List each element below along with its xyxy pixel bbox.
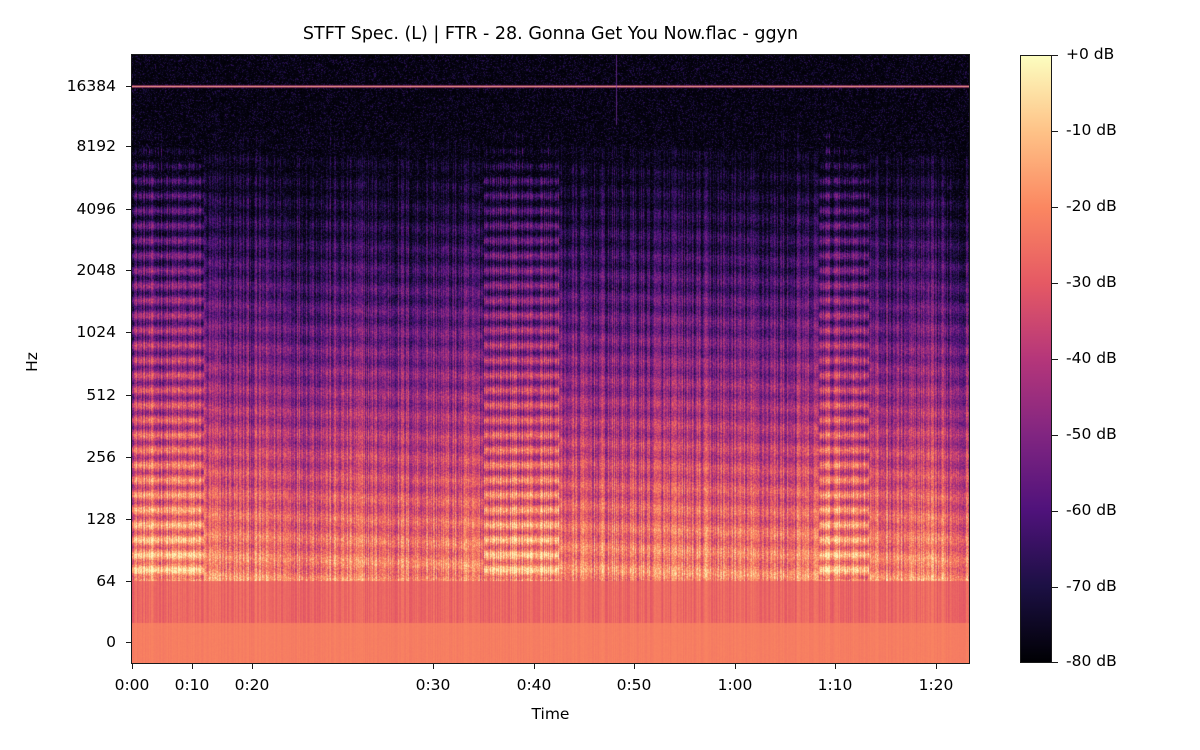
colorbar-tick-label: -10 dB	[1066, 121, 1117, 139]
colorbar-tick-label: -20 dB	[1066, 197, 1117, 215]
x-tick-label: 1:10	[817, 676, 853, 694]
x-tick-mark	[252, 663, 253, 669]
x-tick-label: 0:10	[174, 676, 210, 694]
colorbar-tick-label: -80 dB	[1066, 652, 1117, 670]
y-tick-label: 16384	[66, 77, 116, 95]
colorbar-tick-label: -70 dB	[1066, 577, 1117, 595]
colorbar	[1020, 55, 1052, 663]
y-tick-mark	[126, 270, 132, 271]
colorbar-tick-label: -40 dB	[1066, 349, 1117, 367]
x-tick-label: 0:20	[234, 676, 270, 694]
colorbar-tick-label: +0 dB	[1066, 45, 1115, 63]
y-tick-label: 0	[106, 633, 116, 651]
y-tick-mark	[126, 519, 132, 520]
colorbar-tick-mark	[1052, 587, 1058, 588]
x-tick-label: 0:40	[516, 676, 552, 694]
spectrogram-plot-area	[132, 55, 969, 663]
x-tick-mark	[192, 663, 193, 669]
y-axis-label: Hz	[22, 352, 41, 372]
y-tick-mark	[126, 395, 132, 396]
colorbar-tick-mark	[1052, 131, 1058, 132]
y-tick-mark	[126, 86, 132, 87]
x-tick-mark	[534, 663, 535, 669]
x-axis-label: Time	[531, 705, 570, 723]
x-tick-mark	[433, 663, 434, 669]
x-tick-mark	[835, 663, 836, 669]
x-tick-mark	[132, 663, 133, 669]
chart-title: STFT Spec. (L) | FTR - 28. Gonna Get You…	[302, 24, 799, 44]
colorbar-tick-mark	[1052, 359, 1058, 360]
colorbar-tick-label: -60 dB	[1066, 501, 1117, 519]
x-tick-label: 0:00	[114, 676, 150, 694]
y-tick-mark	[126, 457, 132, 458]
colorbar-tick-mark	[1052, 55, 1058, 56]
y-tick-mark	[126, 209, 132, 210]
x-tick-label: 0:50	[616, 676, 652, 694]
y-tick-mark	[126, 642, 132, 643]
colorbar-tick-mark	[1052, 511, 1058, 512]
y-tick-label: 1024	[76, 323, 116, 341]
x-tick-label: 1:20	[918, 676, 954, 694]
x-tick-label: 0:30	[415, 676, 451, 694]
y-tick-label: 512	[86, 386, 116, 404]
y-tick-label: 8192	[76, 137, 116, 155]
y-tick-label: 2048	[76, 261, 116, 279]
spectrogram-image	[132, 55, 969, 663]
colorbar-tick-mark	[1052, 207, 1058, 208]
colorbar-tick-mark	[1052, 662, 1058, 663]
y-tick-label: 256	[86, 448, 116, 466]
x-tick-mark	[936, 663, 937, 669]
colorbar-tick-mark	[1052, 283, 1058, 284]
x-tick-mark	[735, 663, 736, 669]
y-tick-label: 128	[86, 510, 116, 528]
x-tick-mark	[634, 663, 635, 669]
y-tick-label: 4096	[76, 200, 116, 218]
y-tick-label: 64	[96, 572, 116, 590]
y-tick-mark	[126, 581, 132, 582]
x-tick-label: 1:00	[717, 676, 753, 694]
y-tick-mark	[126, 146, 132, 147]
y-tick-mark	[126, 332, 132, 333]
colorbar-tick-label: -30 dB	[1066, 273, 1117, 291]
colorbar-tick-mark	[1052, 435, 1058, 436]
colorbar-tick-label: -50 dB	[1066, 425, 1117, 443]
